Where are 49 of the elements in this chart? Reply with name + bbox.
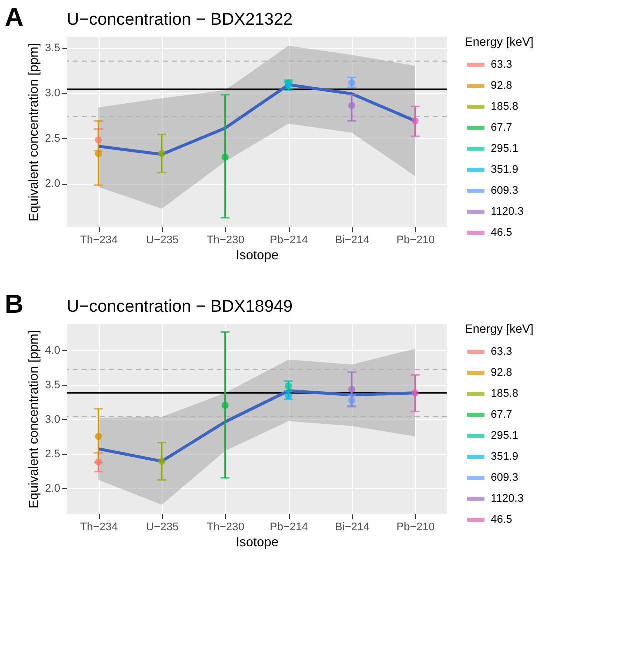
y-axis-title: Equivalent concentration [ppm] [26, 330, 42, 509]
x-tick-label: Pb−210 [396, 234, 435, 246]
legend-label: 92.8 [491, 80, 512, 92]
chart-title: U−concentration − BDX21322 [67, 10, 293, 29]
legend-label: 46.5 [491, 227, 512, 239]
legend-label: 185.8 [491, 101, 519, 113]
y-tick-label: 3.5 [45, 42, 60, 54]
chart-title: U−concentration − BDX18949 [67, 297, 293, 316]
y-tick-label: 4.0 [45, 344, 60, 357]
x-tick-label: Th−234 [80, 522, 118, 534]
x-tick-label: U−235 [146, 522, 179, 534]
y-axis-title: Equivalent concentration [ppm] [26, 43, 42, 222]
x-tick-label: Pb−210 [396, 522, 435, 534]
legend-label: 295.1 [491, 143, 519, 155]
legend-label: 351.9 [491, 164, 519, 176]
text: B [5, 289, 24, 319]
legend-label: 46.5 [491, 514, 512, 526]
legend-label: 63.3 [491, 346, 512, 358]
legend-label: 609.3 [491, 185, 519, 197]
legend-label: 609.3 [491, 472, 519, 484]
y-tick-label: 2.5 [45, 132, 60, 145]
legend-title: Energy [keV] [465, 322, 534, 336]
x-tick-label: Pb−214 [270, 234, 308, 246]
y-tick-label: 3.0 [45, 88, 60, 100]
x-tick-label: Th−230 [207, 522, 245, 534]
y-tick-label: 3.0 [45, 414, 60, 426]
x-tick-label: Th−234 [80, 234, 118, 246]
legend-title: Energy [keV] [465, 35, 534, 49]
legend-label: 67.7 [491, 409, 512, 421]
legend-label: 67.7 [491, 122, 512, 134]
y-tick-label: 2.5 [45, 448, 60, 460]
legend-label: 295.1 [491, 430, 519, 442]
legend-label: 185.8 [491, 388, 519, 400]
legend-label: 1120.3 [491, 206, 524, 218]
text: A [5, 2, 24, 32]
x-axis-title: Isotope [236, 534, 279, 550]
x-tick-label: Bi−214 [335, 234, 370, 246]
y-tick-label: 2.0 [45, 178, 60, 190]
legend-label: 351.9 [491, 451, 519, 463]
legend-label: 1120.3 [491, 493, 524, 505]
x-tick-label: Pb−214 [270, 522, 308, 534]
legend-label: 92.8 [491, 367, 512, 379]
x-tick-label: Th−230 [207, 234, 245, 246]
y-tick-label: 3.5 [45, 379, 60, 392]
legend-label: 63.3 [491, 59, 512, 71]
x-tick-label: U−235 [146, 234, 179, 246]
x-tick-label: Bi−214 [335, 522, 370, 534]
y-tick-label: 2.0 [45, 482, 60, 495]
x-axis-title: Isotope [236, 248, 279, 262]
